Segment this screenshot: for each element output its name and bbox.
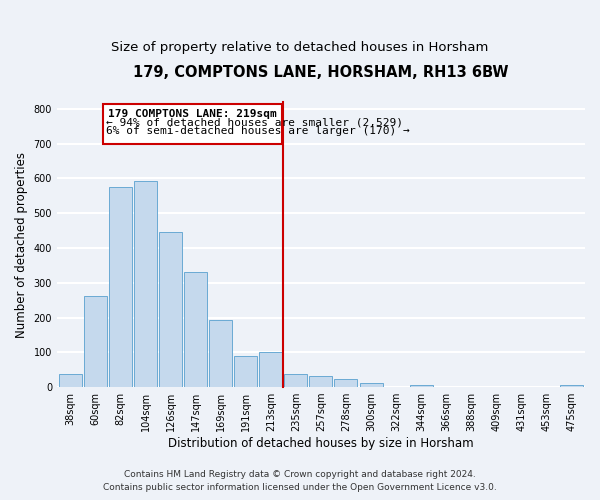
Text: 179 COMPTONS LANE: 219sqm: 179 COMPTONS LANE: 219sqm [109, 109, 277, 119]
Bar [84, 296, 107, 387]
Bar [259, 352, 283, 387]
Y-axis label: Number of detached properties: Number of detached properties [15, 152, 28, 338]
Bar [560, 386, 583, 387]
Title: 179, COMPTONS LANE, HORSHAM, RH13 6BW: 179, COMPTONS LANE, HORSHAM, RH13 6BW [133, 65, 509, 80]
Bar [134, 182, 157, 387]
Bar [235, 356, 257, 387]
Bar [209, 320, 232, 387]
Bar [184, 272, 208, 387]
Bar [284, 374, 307, 387]
Text: 6% of semi-detached houses are larger (170) →: 6% of semi-detached houses are larger (1… [106, 126, 409, 136]
Bar [334, 380, 358, 387]
Bar [103, 104, 282, 144]
Text: ← 94% of detached houses are smaller (2,529): ← 94% of detached houses are smaller (2,… [106, 118, 403, 128]
Text: Contains HM Land Registry data © Crown copyright and database right 2024.
Contai: Contains HM Land Registry data © Crown c… [103, 470, 497, 492]
Bar [159, 232, 182, 387]
Bar [109, 187, 132, 387]
Bar [410, 386, 433, 387]
Bar [59, 374, 82, 387]
X-axis label: Distribution of detached houses by size in Horsham: Distribution of detached houses by size … [168, 437, 474, 450]
Text: Size of property relative to detached houses in Horsham: Size of property relative to detached ho… [112, 41, 488, 54]
Bar [310, 376, 332, 387]
Bar [359, 383, 383, 387]
